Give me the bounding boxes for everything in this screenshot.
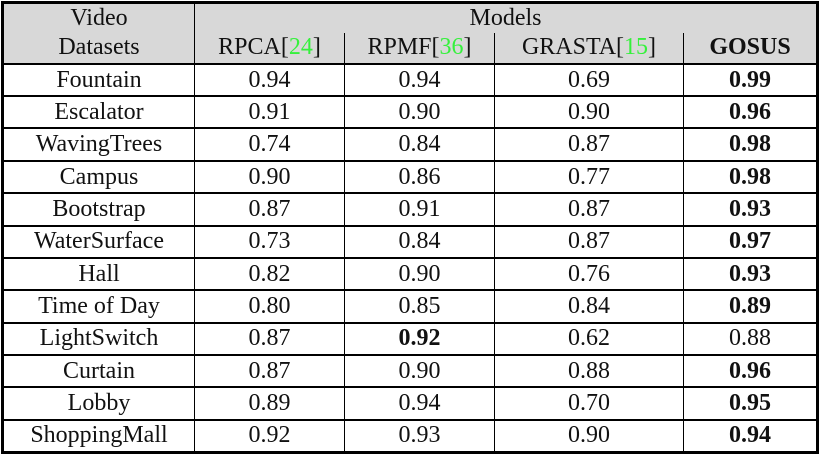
score-cell: 0.84 bbox=[344, 224, 495, 259]
score-cell: 0.74 bbox=[194, 127, 345, 162]
score-cell: 0.90 bbox=[344, 95, 495, 130]
score-cell: 0.87 bbox=[494, 127, 684, 162]
score-cell: 0.90 bbox=[344, 256, 495, 292]
citation-bracket: ] bbox=[648, 34, 657, 61]
header-row-model-names: RPCA[24] RPMF[36] GRASTA[15] GOSUS bbox=[3, 32, 818, 65]
dataset-name-cell: Escalator bbox=[2, 95, 195, 130]
model-name-label: RPMF bbox=[367, 34, 432, 61]
model-name-label: GRASTA bbox=[521, 34, 617, 61]
score-cell: 0.94 bbox=[194, 62, 345, 98]
model-column-header-rpmf: RPMF[36] bbox=[344, 32, 495, 65]
score-cell: 0.86 bbox=[344, 159, 495, 195]
dataset-name-cell: Campus bbox=[2, 159, 195, 195]
header-row-models: Video Datasets Models bbox=[2, 1, 818, 64]
citation-bracket: ] bbox=[463, 34, 472, 61]
score-cell: 0.89 bbox=[683, 289, 818, 324]
score-cell: 0.84 bbox=[344, 127, 495, 162]
citation-bracket: ] bbox=[312, 34, 321, 61]
table-row: WavingTrees 0.74 0.84 0.87 0.98 bbox=[2, 127, 818, 162]
score-cell: 0.88 bbox=[494, 353, 684, 389]
score-cell: 0.98 bbox=[683, 159, 818, 195]
dataset-name-cell: ShoppingMall bbox=[2, 418, 195, 454]
table-row: Lobby 0.89 0.94 0.70 0.95 bbox=[2, 386, 818, 421]
score-cell: 0.69 bbox=[494, 62, 684, 98]
citation-number: 24 bbox=[288, 34, 313, 61]
score-cell: 0.96 bbox=[683, 353, 818, 389]
table-row: Time of Day 0.80 0.85 0.84 0.89 bbox=[2, 289, 818, 324]
score-cell: 0.92 bbox=[194, 418, 345, 454]
dataset-name-cell: Lobby bbox=[2, 386, 195, 421]
score-cell: 0.77 bbox=[494, 159, 684, 195]
score-cell: 0.93 bbox=[683, 192, 818, 227]
score-cell: 0.82 bbox=[194, 256, 345, 292]
score-cell: 0.94 bbox=[683, 418, 818, 454]
score-cell: 0.97 bbox=[683, 224, 818, 259]
table-row: Campus 0.90 0.86 0.77 0.98 bbox=[2, 159, 818, 195]
score-cell: 0.90 bbox=[194, 159, 345, 195]
score-cell: 0.92 bbox=[344, 321, 495, 356]
table-row: Curtain 0.87 0.90 0.88 0.96 bbox=[2, 353, 818, 389]
table-row: WaterSurface 0.73 0.84 0.87 0.97 bbox=[2, 224, 818, 259]
table-body: Fountain 0.94 0.94 0.69 0.99 Escalator 0.91 0.9… bbox=[2, 62, 818, 454]
dataset-name-cell: Time of Day bbox=[2, 289, 195, 324]
score-cell: 0.99 bbox=[683, 62, 818, 98]
model-name-label: GOSUS bbox=[709, 34, 791, 61]
score-cell: 0.87 bbox=[194, 321, 345, 356]
score-cell: 0.80 bbox=[194, 289, 345, 324]
score-cell: 0.88 bbox=[683, 321, 818, 356]
dataset-name-cell: WaterSurface bbox=[2, 224, 195, 259]
score-cell: 0.70 bbox=[494, 386, 684, 421]
model-column-header-gosus: GOSUS bbox=[683, 32, 818, 65]
citation-bracket: [ bbox=[431, 34, 440, 61]
citation-number: 15 bbox=[624, 34, 649, 61]
score-cell: 0.90 bbox=[494, 95, 684, 130]
table-row: LightSwitch 0.87 0.92 0.62 0.88 bbox=[2, 321, 818, 356]
table-row: Escalator 0.91 0.90 0.90 0.96 bbox=[2, 95, 818, 130]
score-cell: 0.90 bbox=[344, 353, 495, 389]
score-cell: 0.94 bbox=[344, 386, 495, 421]
score-cell: 0.87 bbox=[194, 353, 345, 389]
score-cell: 0.91 bbox=[344, 192, 495, 227]
dataset-header-line1: Video bbox=[70, 5, 128, 32]
models-group-header: Models bbox=[194, 1, 818, 33]
score-cell: 0.84 bbox=[494, 289, 684, 324]
dataset-name-cell: Hall bbox=[2, 256, 195, 292]
model-column-header-grasta: GRASTA[15] bbox=[494, 32, 684, 65]
score-cell: 0.89 bbox=[194, 386, 345, 421]
dataset-name-cell: LightSwitch bbox=[2, 321, 195, 356]
score-cell: 0.93 bbox=[344, 418, 495, 454]
score-cell: 0.91 bbox=[194, 95, 345, 130]
dataset-name-cell: Fountain bbox=[2, 62, 195, 98]
dataset-column-header: Video Datasets bbox=[2, 1, 195, 64]
score-cell: 0.93 bbox=[683, 256, 818, 292]
citation-bracket: [ bbox=[280, 34, 289, 61]
dataset-name-cell: Bootstrap bbox=[2, 192, 195, 227]
score-cell: 0.87 bbox=[494, 224, 684, 259]
table-row: Hall 0.82 0.90 0.76 0.93 bbox=[2, 256, 818, 292]
table-row: Bootstrap 0.87 0.91 0.87 0.93 bbox=[2, 192, 818, 227]
score-cell: 0.90 bbox=[494, 418, 684, 454]
table-header: Video Datasets Models RPCA[24] RPMF[36] GR… bbox=[2, 1, 818, 65]
citation-bracket: [ bbox=[616, 34, 625, 61]
score-cell: 0.94 bbox=[344, 62, 495, 98]
score-cell: 0.76 bbox=[494, 256, 684, 292]
dataset-header-line2: Datasets bbox=[58, 34, 140, 61]
citation-number: 36 bbox=[439, 34, 464, 61]
model-name-label: RPCA bbox=[218, 34, 281, 61]
model-column-header-rpca: RPCA[24] bbox=[194, 32, 345, 65]
score-cell: 0.85 bbox=[344, 289, 495, 324]
score-cell: 0.96 bbox=[683, 95, 818, 130]
score-cell: 0.62 bbox=[494, 321, 684, 356]
score-cell: 0.73 bbox=[194, 224, 345, 259]
score-cell: 0.87 bbox=[494, 192, 684, 227]
table-row: Fountain 0.94 0.94 0.69 0.99 bbox=[2, 62, 818, 98]
table-row: ShoppingMall 0.92 0.93 0.90 0.94 bbox=[2, 418, 818, 454]
score-cell: 0.95 bbox=[683, 386, 818, 421]
dataset-name-cell: WavingTrees bbox=[2, 127, 195, 162]
score-cell: 0.98 bbox=[683, 127, 818, 162]
dataset-name-cell: Curtain bbox=[2, 353, 195, 389]
score-cell: 0.87 bbox=[194, 192, 345, 227]
